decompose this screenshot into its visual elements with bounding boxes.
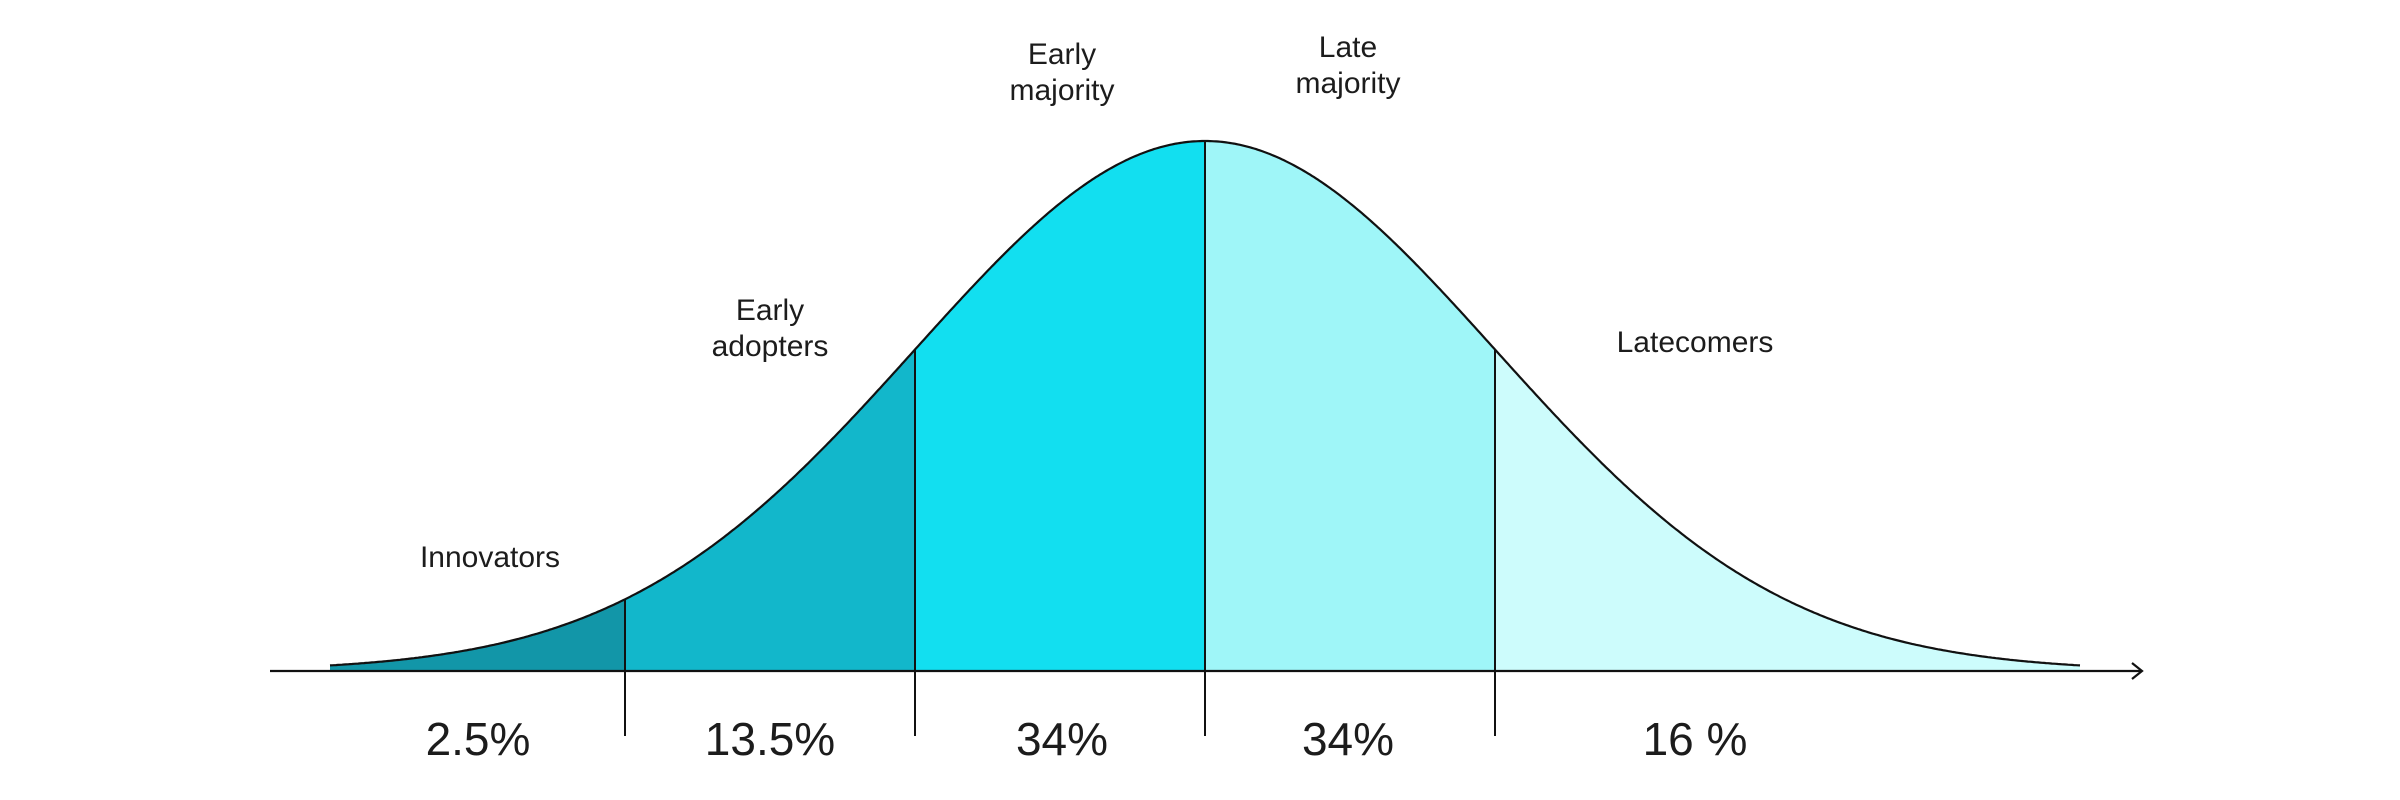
percent-label-late-majority: 34% — [1302, 713, 1394, 765]
segment-label-innovators: Innovators — [420, 541, 560, 574]
bell-curve-outline — [329, 139, 2081, 667]
segment-label-early-adopters: Early adopters — [712, 294, 829, 363]
percent-label-early-majority: 34% — [1016, 713, 1108, 765]
percent-label-innovators: 2.5% — [426, 713, 531, 765]
segment-fills — [330, 141, 2080, 671]
percent-label-latecomers: 16 % — [1643, 713, 1748, 765]
segment-fill-early-majority — [915, 141, 1205, 671]
segment-fill-late-majority — [1205, 141, 1495, 671]
segment-label-late-majority: Late majority — [1295, 31, 1400, 100]
segment-labels: Innovators Early adopters Early majority Late… — [420, 31, 1773, 574]
percent-label-early-adopters: 13.5% — [705, 713, 835, 765]
x-axis-arrow-icon — [2131, 662, 2144, 680]
segment-fill-innovators — [330, 599, 625, 671]
segment-fill-latecomers — [1495, 349, 2080, 671]
segment-label-early-majority: Early majority — [1009, 38, 1114, 107]
percent-labels: 2.5% 13.5% 34% 34% 16 % — [426, 713, 1748, 765]
segment-label-latecomers: Latecomers — [1617, 326, 1774, 359]
